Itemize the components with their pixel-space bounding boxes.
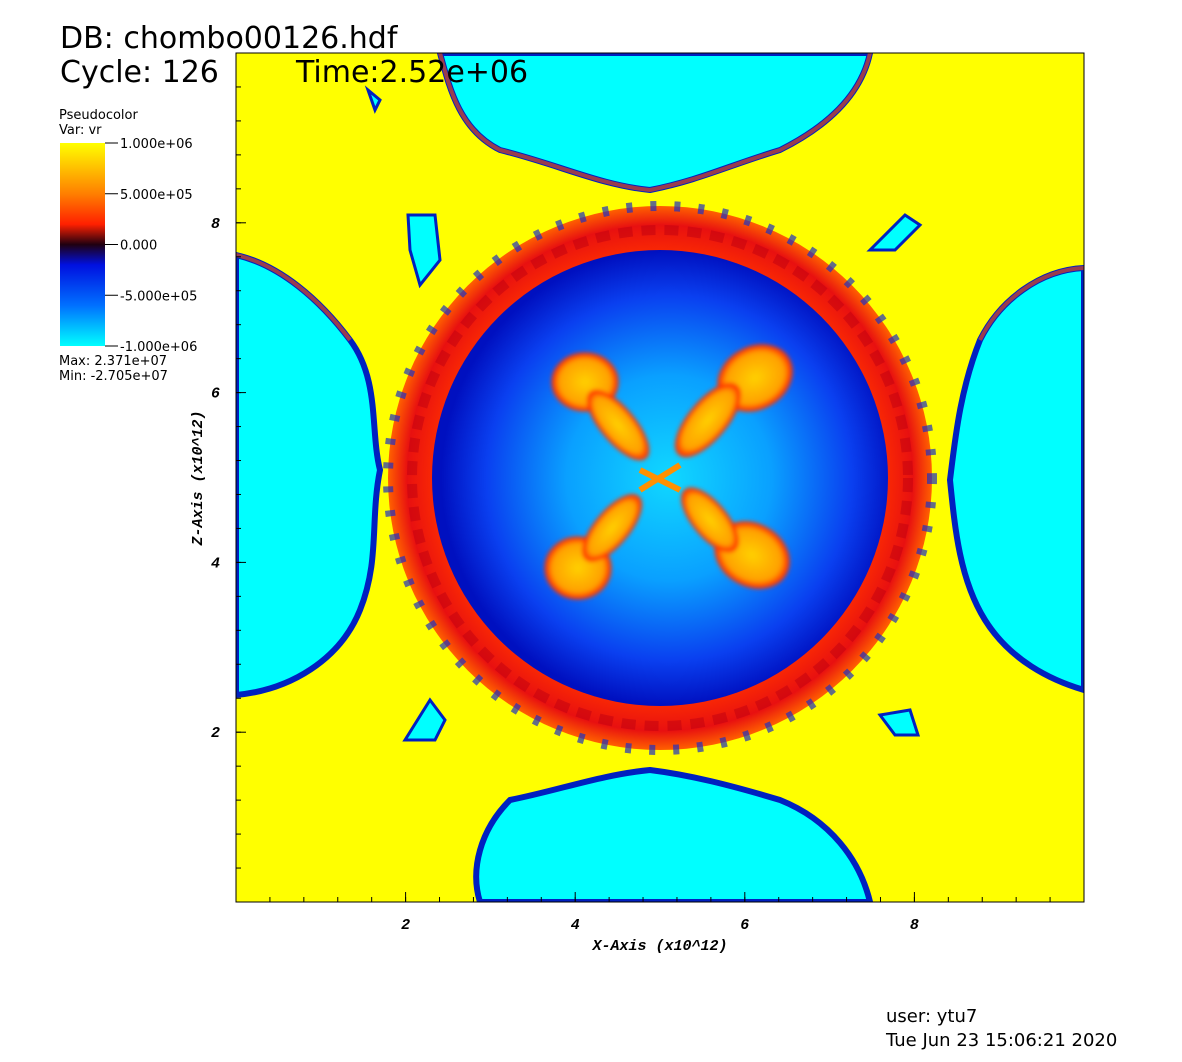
date-label: Tue Jun 23 15:06:21 2020 — [885, 1030, 1117, 1051]
cycle-label: Cycle: 126 — [60, 55, 219, 90]
legend-max: Max: 2.371e+07 — [59, 354, 167, 369]
colorbar-tick-label: 0.000 — [120, 239, 157, 254]
colorbar — [60, 143, 105, 346]
y-tick-label: 8 — [211, 216, 220, 233]
plot-frame — [235, 52, 1085, 903]
colorbar-tick-label: -5.000e+05 — [120, 289, 197, 304]
y-tick-label: 6 — [211, 386, 220, 403]
legend-var: Var: vr — [59, 123, 102, 138]
legend-min: Min: -2.705e+07 — [59, 369, 168, 384]
field-image — [236, 53, 1084, 902]
colorbar-tick-label: 1.000e+06 — [120, 137, 193, 152]
x-tick-label: 4 — [571, 917, 580, 934]
x-tick-label: 8 — [910, 917, 919, 934]
db-label: DB: chombo00126.hdf — [60, 21, 399, 56]
user-label: user: ytu7 — [886, 1006, 977, 1027]
y-tick-label: 4 — [211, 555, 220, 572]
colorbar-tick-label: 5.000e+05 — [120, 188, 193, 203]
x-tick-label: 6 — [740, 917, 749, 934]
y-axis-label: Z-Axis (x10^12) — [190, 410, 207, 546]
y-tick-label: 2 — [211, 725, 220, 742]
time-label: Time:2.52e+06 — [295, 55, 528, 90]
colorbar-tick-label: -1.000e+06 — [120, 340, 197, 355]
x-tick-label: 2 — [401, 917, 410, 934]
x-axis-label: X-Axis (x10^12) — [591, 938, 727, 955]
legend-plot: Pseudocolor — [59, 108, 138, 123]
